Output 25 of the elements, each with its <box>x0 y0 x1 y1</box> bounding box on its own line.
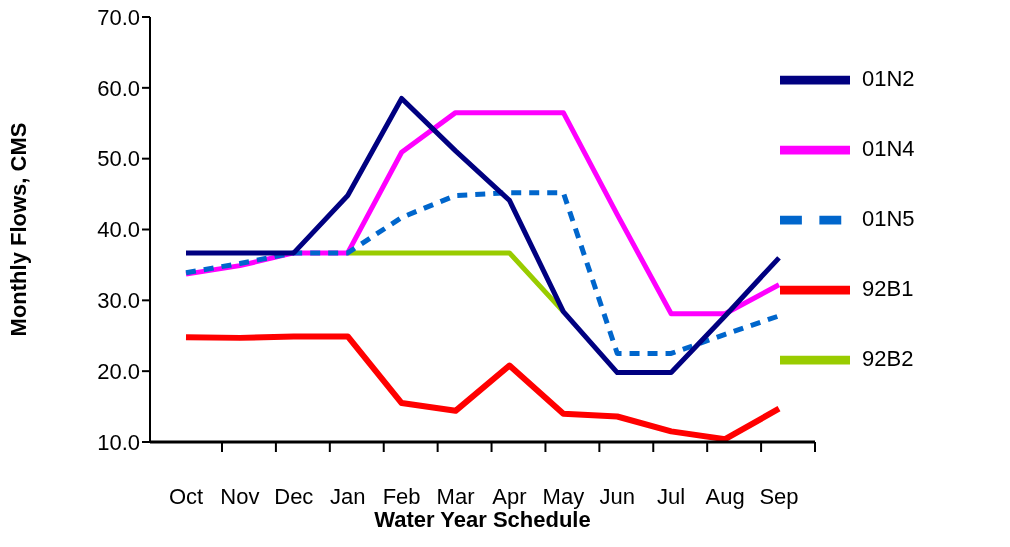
x-tick-label: Oct <box>168 483 204 509</box>
legend-label: 01N5 <box>862 205 915 231</box>
y-tick-label: 10.0 <box>97 429 140 455</box>
y-axis-title: Monthly Flows, CMS <box>5 122 31 337</box>
x-tick-label: Mar <box>436 483 475 509</box>
y-tick-label: 50.0 <box>97 146 140 172</box>
legend-label: 01N4 <box>862 135 915 161</box>
legend-label: 92B2 <box>862 345 914 371</box>
x-tick-label: Feb <box>382 483 421 509</box>
y-tick-label: 30.0 <box>97 288 140 314</box>
legend-label: 92B1 <box>862 275 914 301</box>
x-tick-label: Aug <box>705 483 745 509</box>
x-tick-label: Jun <box>599 483 636 509</box>
y-tick-label: 60.0 <box>97 75 140 101</box>
x-tick-label: Sep <box>759 483 799 509</box>
x-tick-label: May <box>542 483 585 509</box>
x-tick-label: Nov <box>220 483 260 509</box>
y-tick-label: 20.0 <box>97 358 140 384</box>
y-tick-label: 40.0 <box>97 217 140 243</box>
x-tick-label: Dec <box>274 483 314 509</box>
x-tick-label: Jan <box>329 483 366 509</box>
x-tick-label: Apr <box>492 483 527 509</box>
legend-label: 01N2 <box>862 65 915 91</box>
y-tick-label: 70.0 <box>97 4 140 30</box>
x-tick-label: Jul <box>657 483 686 509</box>
